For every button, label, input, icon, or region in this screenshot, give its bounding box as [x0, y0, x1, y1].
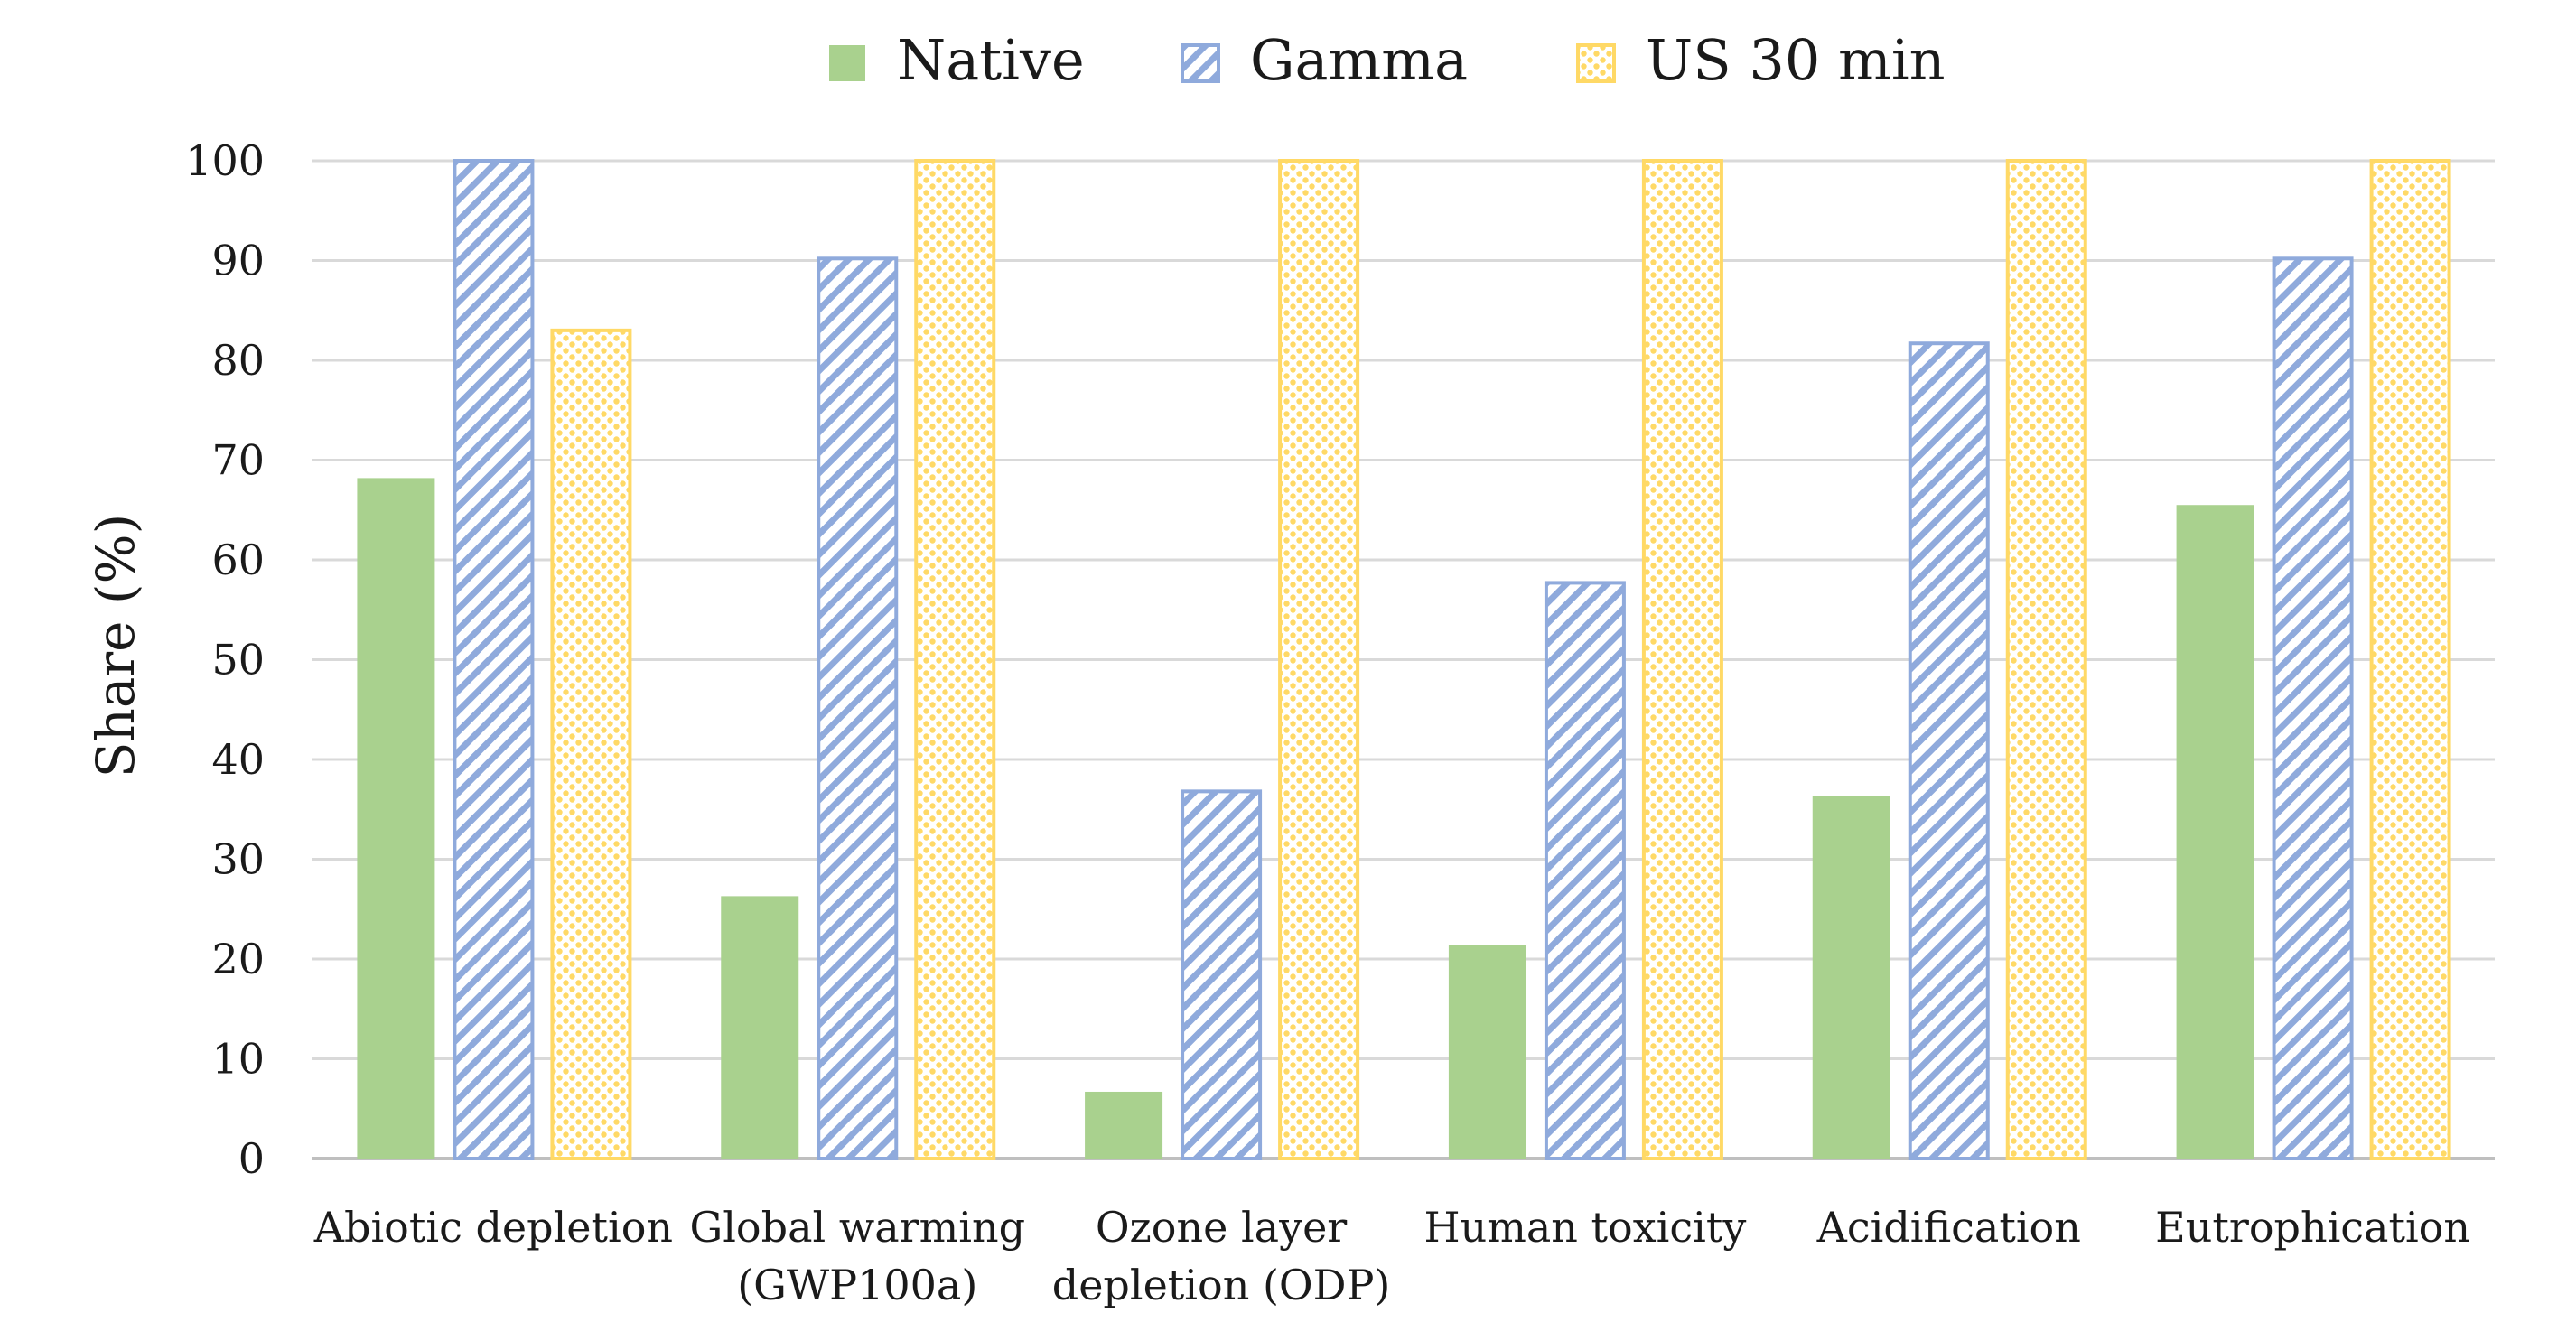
bar-native	[1085, 1091, 1163, 1159]
y-tick-label: 80	[211, 336, 265, 385]
legend-label: Gamma	[1250, 27, 1468, 93]
bar-us-30-min	[2369, 159, 2451, 1160]
bar-native	[721, 896, 799, 1159]
bar-native	[357, 478, 435, 1159]
y-axis-label: Share (%)	[85, 514, 146, 778]
bar-gamma	[1908, 341, 1990, 1160]
bar-gamma	[2272, 256, 2354, 1161]
bar-gamma	[453, 159, 535, 1160]
y-tick-label: 60	[211, 535, 265, 584]
x-tick-label: Acidification	[1816, 1203, 2081, 1252]
legend-swatch	[1576, 43, 1616, 83]
gridlines	[312, 159, 2495, 1160]
bar-us-30-min	[1278, 159, 1360, 1160]
y-tick-label: 40	[211, 735, 265, 784]
y-tick-label: 10	[211, 1035, 265, 1084]
legend-swatch	[829, 45, 865, 81]
y-tick-label: 90	[211, 237, 265, 285]
x-tick-label: Human toxicity	[1424, 1203, 1747, 1252]
y-tick-label: 30	[211, 835, 265, 884]
legend-swatch	[1181, 43, 1220, 83]
legend: Native Gamma US 30 min	[829, 27, 1946, 93]
bar-gamma	[817, 256, 899, 1161]
bar-native	[1812, 796, 1890, 1159]
x-tick-label: Eutrophication	[2155, 1203, 2470, 1252]
x-tick-label: Global warming	[689, 1203, 1025, 1252]
y-tick-label: 0	[238, 1134, 265, 1183]
bar-gamma	[1181, 789, 1263, 1160]
bar-us-30-min	[914, 159, 996, 1160]
bar-us-30-min	[2005, 159, 2087, 1160]
y-tick-label: 100	[185, 136, 265, 185]
x-tick-label: Abiotic depletion	[313, 1203, 673, 1252]
x-tick-label: (GWP100a)	[737, 1261, 977, 1309]
bar-us-30-min	[550, 328, 632, 1161]
bars	[357, 159, 2451, 1161]
x-tick-label: depletion (ODP)	[1052, 1261, 1391, 1309]
bar-gamma	[1544, 581, 1626, 1160]
y-tick-label: 20	[211, 935, 265, 983]
y-tick-label: 50	[211, 636, 265, 684]
x-axis-ticks: Abiotic depletion Global warming (GWP100a)…	[313, 1203, 2470, 1309]
x-tick-label: Ozone layer	[1096, 1203, 1347, 1252]
y-axis-ticks: 0 10 20 30 40 50 60 70 80 90 100	[185, 136, 265, 1183]
bar-us-30-min	[1641, 159, 1723, 1160]
bar-native	[2176, 505, 2254, 1159]
y-tick-label: 70	[211, 436, 265, 485]
legend-label: US 30 min	[1646, 27, 1946, 93]
bar-native	[1448, 945, 1526, 1159]
legend-label: Native	[897, 27, 1085, 93]
